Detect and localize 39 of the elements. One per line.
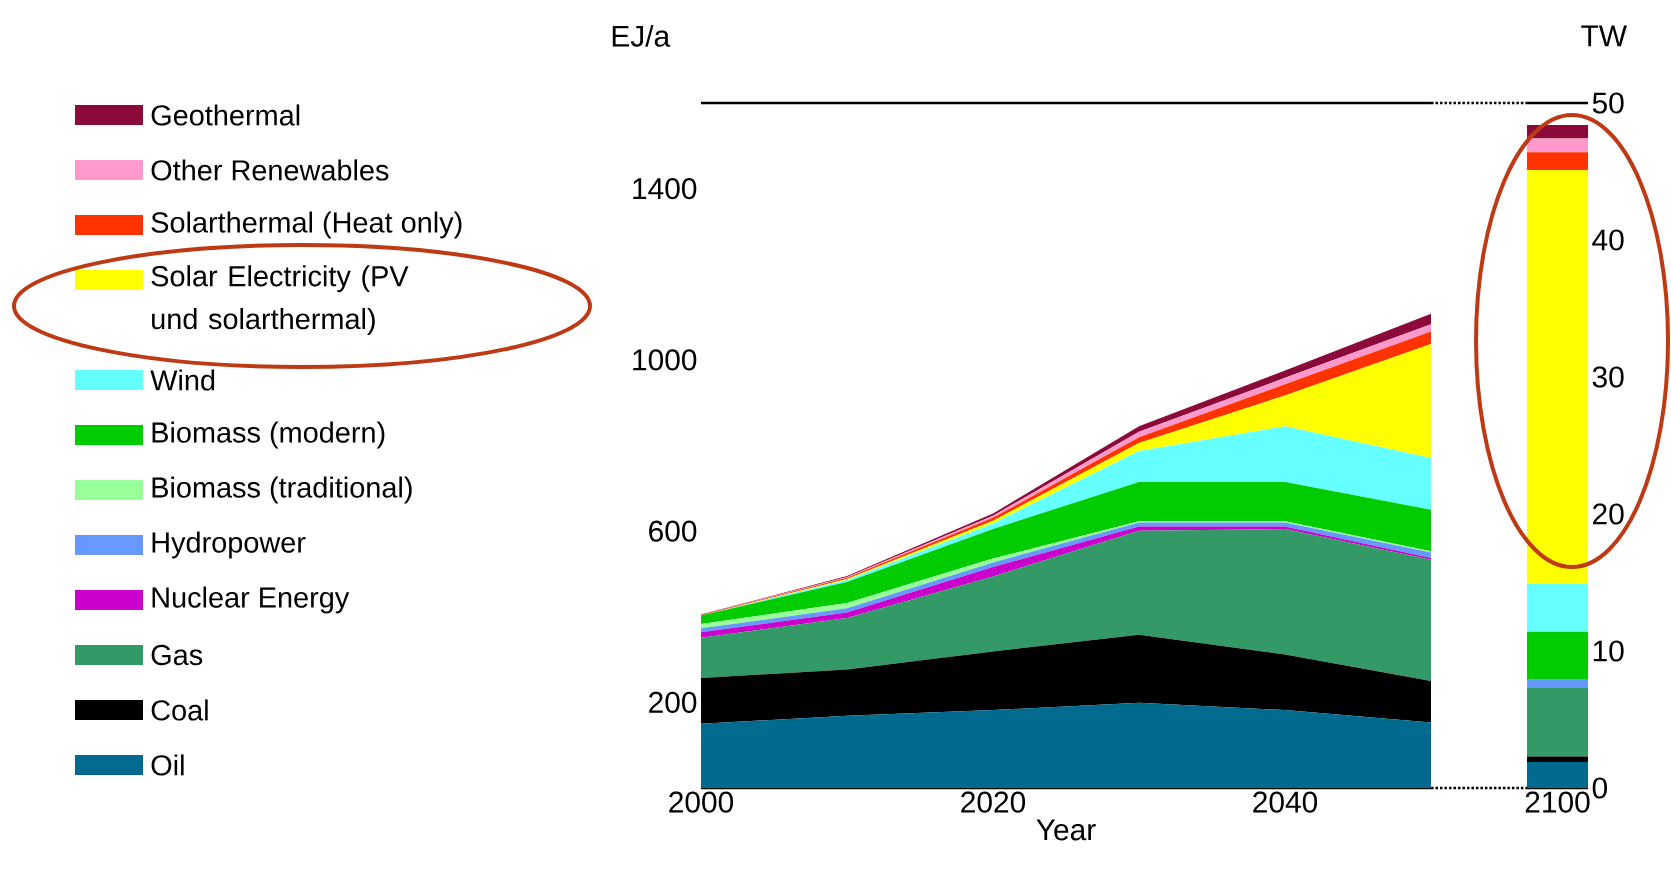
y-axis-title: TW — [1581, 25, 1627, 47]
legend-label: Biomass (traditional) — [152, 476, 412, 504]
y-tick-label: 200 — [649, 691, 697, 713]
bar — [1527, 679, 1589, 688]
y-tick-label: 1400 — [633, 178, 697, 200]
x-tick-label: 2020 — [961, 791, 1026, 813]
x-tick-label: 2100 — [1525, 791, 1590, 813]
bar — [1527, 170, 1589, 584]
bar — [1527, 583, 1589, 632]
y-tick-label: 600 — [649, 520, 697, 542]
y-axis-title: EJ/a — [612, 24, 671, 47]
x-tick-label: 2000 — [669, 791, 734, 813]
legend-label: Solar Electricity (PV und solarthermal) — [151, 265, 409, 335]
y-tick-label: 1000 — [633, 349, 697, 371]
legend-label: Geothermal — [151, 104, 300, 126]
legend-label: Wind — [150, 369, 215, 391]
y-tick-label: 10 — [1593, 640, 1624, 662]
y-tick-label: 0 — [1592, 777, 1607, 799]
bar — [1527, 761, 1589, 788]
legend-label: Biomass (modern) — [152, 421, 385, 449]
y-tick-label: 30 — [1592, 366, 1624, 388]
x-tick-label: 2040 — [1253, 791, 1318, 813]
legend-label: Coal — [151, 699, 208, 721]
legend-label: Solarthermal (Heat only) — [151, 211, 462, 239]
legend-label: Gas — [151, 644, 203, 666]
legend-label: Other Renewables — [151, 159, 389, 181]
legend-label: Oil — [151, 754, 184, 776]
bar — [1527, 152, 1589, 171]
y-tick-label: 50 — [1592, 92, 1624, 114]
bar — [1527, 756, 1589, 762]
bar — [1527, 631, 1589, 680]
legend-label: Hydropower — [152, 531, 306, 559]
legend-label: Nuclear Energy — [152, 586, 350, 614]
x-axis-title: Year — [1036, 819, 1096, 841]
y-tick-label: 20 — [1593, 503, 1624, 525]
bar — [1527, 124, 1589, 139]
bar — [1527, 138, 1589, 153]
y-tick-label: 40 — [1592, 229, 1624, 251]
bar — [1527, 687, 1589, 757]
